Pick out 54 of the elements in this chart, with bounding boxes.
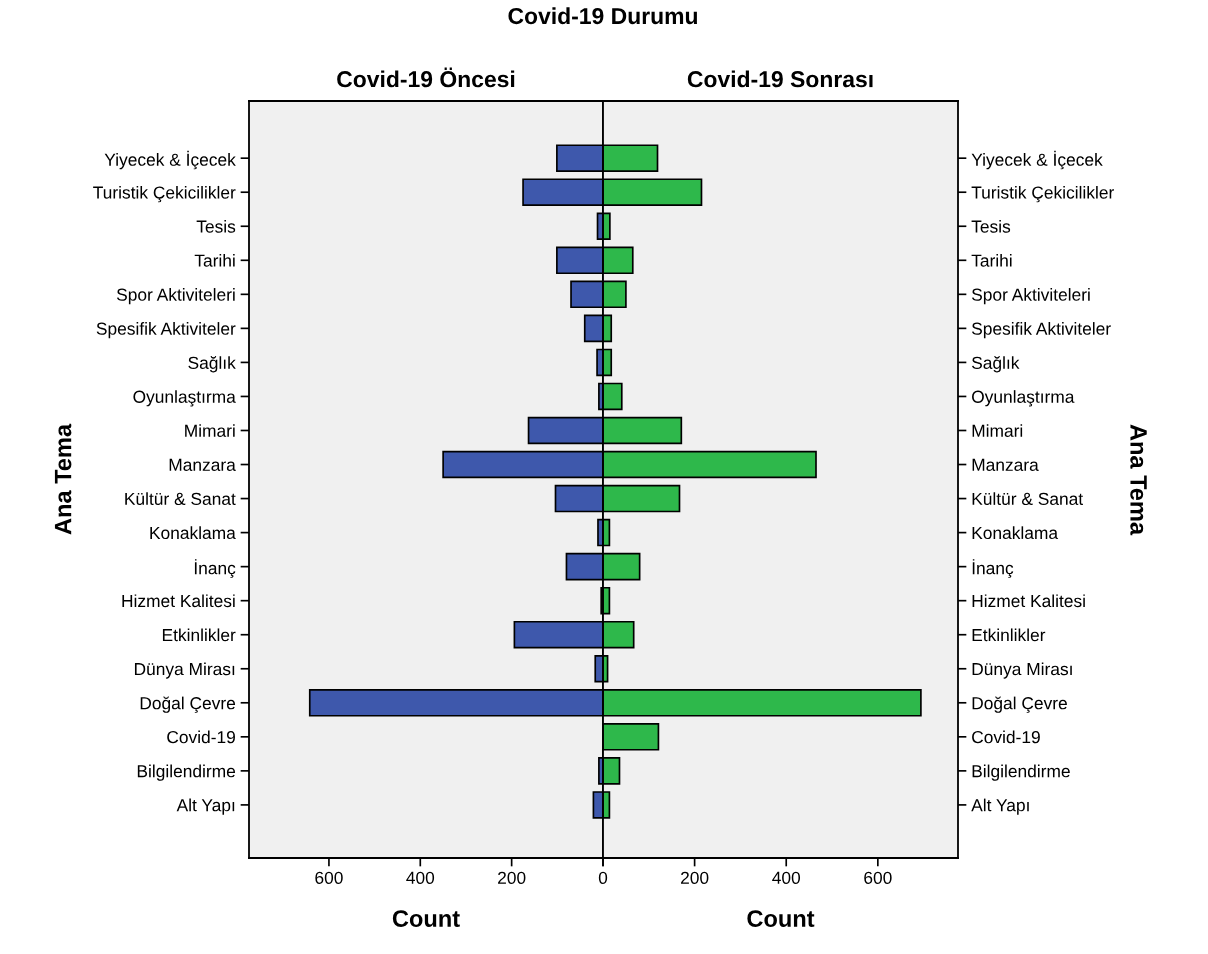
y-axis-title: Ana Tema xyxy=(1130,424,1147,536)
y-tick-label: Dünya Mirası xyxy=(972,662,1072,679)
y-tick-label: Bilgilendirme xyxy=(972,764,1070,781)
y-tick-label: Alt Yapı xyxy=(176,798,235,815)
y-tick-label: Tarihi xyxy=(194,254,235,267)
y-tick-label: Spesifik Aktiviteler xyxy=(971,322,1111,339)
y-tick-label: Yiyecek & İçecek xyxy=(104,150,236,170)
y-tick-label: Etkinlikler xyxy=(162,628,236,642)
y-tick-label: Covid-19 xyxy=(167,730,235,744)
y-tick-label: Spor Aktiviteleri xyxy=(116,288,235,305)
y-tick-label: Mimari xyxy=(972,424,1023,437)
y-tick-label: Covid-19 xyxy=(972,730,1040,744)
y-tick-label: Dünya Mirası xyxy=(134,662,235,679)
chart-title: Covid-19 Öncesi xyxy=(337,67,515,88)
y-tick-label: Alt Yapı xyxy=(971,798,1029,815)
x-axis-title: Count xyxy=(747,910,815,927)
y-tick-label: Oyunlaştırma xyxy=(972,390,1075,407)
y-tick-label: Tesis xyxy=(196,219,236,233)
y-tick-label: Spor Aktiviteleri xyxy=(971,288,1090,305)
y-tick-label: Doğal Çevre xyxy=(140,696,236,713)
x-tick-label: 200 xyxy=(498,871,526,884)
chart-title: Covid-19 Sonrası xyxy=(687,70,873,88)
y-tick-label: Tesis xyxy=(971,219,1011,233)
text: Covid-19 Durumu xyxy=(508,7,697,25)
x-tick-label: 200 xyxy=(681,871,709,884)
y-tick-label: Hizmet Kalitesi xyxy=(972,594,1085,608)
y-tick-label: Konaklama xyxy=(150,526,236,540)
x-tick-label: 0 xyxy=(598,871,608,884)
x-tick-label: 400 xyxy=(772,871,801,884)
y-tick-label: Tarihi xyxy=(971,254,1012,267)
y-tick-label: Etkinlikler xyxy=(972,628,1046,642)
x-tick-label: 400 xyxy=(406,871,435,884)
y-tick-label: Kültür & Sanat xyxy=(125,492,236,506)
y-tick-label: Bilgilendirme xyxy=(137,764,236,781)
y-tick-label: Kültür & Sanat xyxy=(972,492,1084,506)
y-tick-label: Mimari xyxy=(185,424,235,437)
x-tick-label: 600 xyxy=(864,871,892,884)
y-tick-label: Manzara xyxy=(972,458,1039,471)
y-tick-label: Doğal Çevre xyxy=(972,696,1067,713)
y-tick-label: Manzara xyxy=(169,458,236,471)
y-tick-label: Spesifik Aktiviteler xyxy=(96,322,236,339)
y-axis-title: Ana Tema xyxy=(54,423,72,535)
y-tick-label: Sağlık xyxy=(971,356,1020,373)
y-tick-label: Turistik Çekicilikler xyxy=(93,185,236,203)
y-tick-label: İnanç xyxy=(194,559,236,578)
y-tick-label: İnanç xyxy=(972,559,1014,578)
y-tick-label: Oyunlaştırma xyxy=(133,390,236,407)
y-tick-label: Konaklama xyxy=(972,526,1059,540)
y-tick-label: Sağlık xyxy=(188,356,236,373)
y-tick-label: Turistik Çekicilikler xyxy=(971,185,1114,203)
x-tick-label: 600 xyxy=(315,871,343,884)
x-axis-title: Count xyxy=(392,910,460,927)
y-tick-label: Hizmet Kalitesi xyxy=(122,594,235,608)
y-tick-label: Yiyecek & İçecek xyxy=(971,150,1103,170)
